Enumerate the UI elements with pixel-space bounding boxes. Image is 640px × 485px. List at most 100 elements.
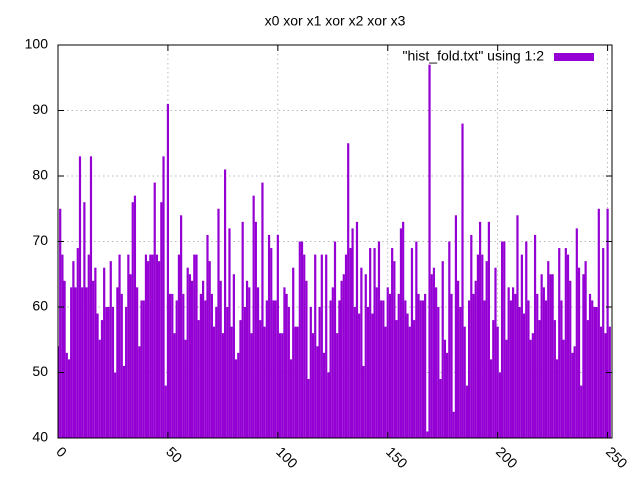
- bar: [459, 307, 462, 438]
- y-tick-label: 40: [32, 429, 48, 445]
- bar: [424, 293, 427, 438]
- bar: [402, 221, 405, 438]
- bar: [83, 202, 86, 438]
- bar: [485, 261, 488, 438]
- bar: [384, 326, 387, 438]
- bar: [230, 326, 233, 438]
- bar: [87, 254, 90, 438]
- bar: [67, 359, 71, 438]
- bar: [355, 221, 359, 438]
- bar: [593, 307, 596, 438]
- bar: [109, 261, 112, 438]
- y-tick-label: 80: [32, 167, 48, 183]
- bar: [116, 287, 119, 438]
- bar: [591, 300, 594, 438]
- bar: [566, 254, 570, 438]
- bar: [184, 339, 187, 438]
- bar: [252, 195, 255, 438]
- bar: [303, 254, 306, 438]
- bar: [160, 202, 163, 438]
- legend-swatch: [554, 53, 594, 61]
- bar: [265, 300, 268, 438]
- bar: [377, 241, 381, 438]
- bar: [597, 208, 600, 438]
- bar: [144, 254, 148, 438]
- bar: [461, 123, 464, 438]
- bar: [551, 274, 554, 438]
- bar: [558, 248, 561, 438]
- bar: [410, 248, 414, 438]
- bar: [325, 254, 328, 438]
- bar: [496, 326, 499, 438]
- bar: [421, 300, 425, 438]
- bar: [287, 307, 290, 438]
- bar: [105, 307, 108, 438]
- bar: [533, 234, 537, 438]
- bar: [191, 280, 194, 438]
- bar: [472, 293, 475, 438]
- bar: [285, 293, 288, 438]
- bar: [283, 287, 286, 438]
- bar: [393, 261, 396, 438]
- bar: [316, 346, 319, 438]
- bar: [322, 352, 326, 438]
- bar: [180, 215, 183, 438]
- bar: [136, 287, 139, 438]
- bar: [536, 293, 539, 438]
- bar: [311, 333, 315, 438]
- bar: [147, 261, 150, 438]
- bar: [430, 274, 433, 438]
- bar: [457, 280, 460, 438]
- bar: [263, 326, 266, 438]
- bar: [408, 326, 411, 438]
- bar: [76, 248, 79, 438]
- bar: [582, 274, 585, 438]
- bar: [272, 300, 275, 438]
- bar: [59, 208, 62, 438]
- bar: [509, 300, 512, 438]
- y-tick-label: 70: [32, 232, 48, 248]
- bar: [164, 385, 167, 438]
- bar: [197, 320, 200, 438]
- bar: [544, 300, 548, 438]
- bar: [140, 300, 143, 438]
- y-tick-label: 60: [32, 298, 48, 314]
- bar: [489, 359, 493, 438]
- bar: [118, 254, 121, 438]
- bar: [223, 169, 227, 438]
- bar: [417, 293, 420, 438]
- bar: [454, 215, 458, 438]
- bar: [74, 287, 77, 438]
- bar: [388, 293, 392, 438]
- bar: [219, 280, 222, 438]
- bar: [210, 293, 213, 438]
- bar: [208, 261, 211, 438]
- bar: [538, 320, 541, 438]
- bar: [371, 313, 374, 438]
- bar: [237, 352, 240, 438]
- bar: [347, 143, 350, 438]
- y-tick-label: 50: [32, 363, 48, 379]
- bar: [70, 287, 73, 438]
- bar: [391, 248, 394, 438]
- bar: [562, 339, 565, 438]
- bar: [204, 300, 207, 438]
- bar: [507, 287, 510, 438]
- x-tick-label: 150: [383, 443, 411, 471]
- bar: [193, 254, 196, 438]
- bar: [474, 280, 477, 438]
- bar: [397, 293, 400, 438]
- bar: [415, 241, 418, 438]
- bar: [241, 221, 244, 438]
- bar: [483, 300, 486, 438]
- bar: [463, 326, 466, 438]
- bar: [452, 411, 455, 438]
- bar: [127, 254, 130, 438]
- bar: [177, 254, 181, 438]
- bar: [492, 320, 495, 438]
- bar: [351, 228, 354, 438]
- bar: [254, 221, 257, 438]
- bar: [107, 307, 110, 438]
- bar: [586, 320, 589, 438]
- bar: [602, 248, 605, 438]
